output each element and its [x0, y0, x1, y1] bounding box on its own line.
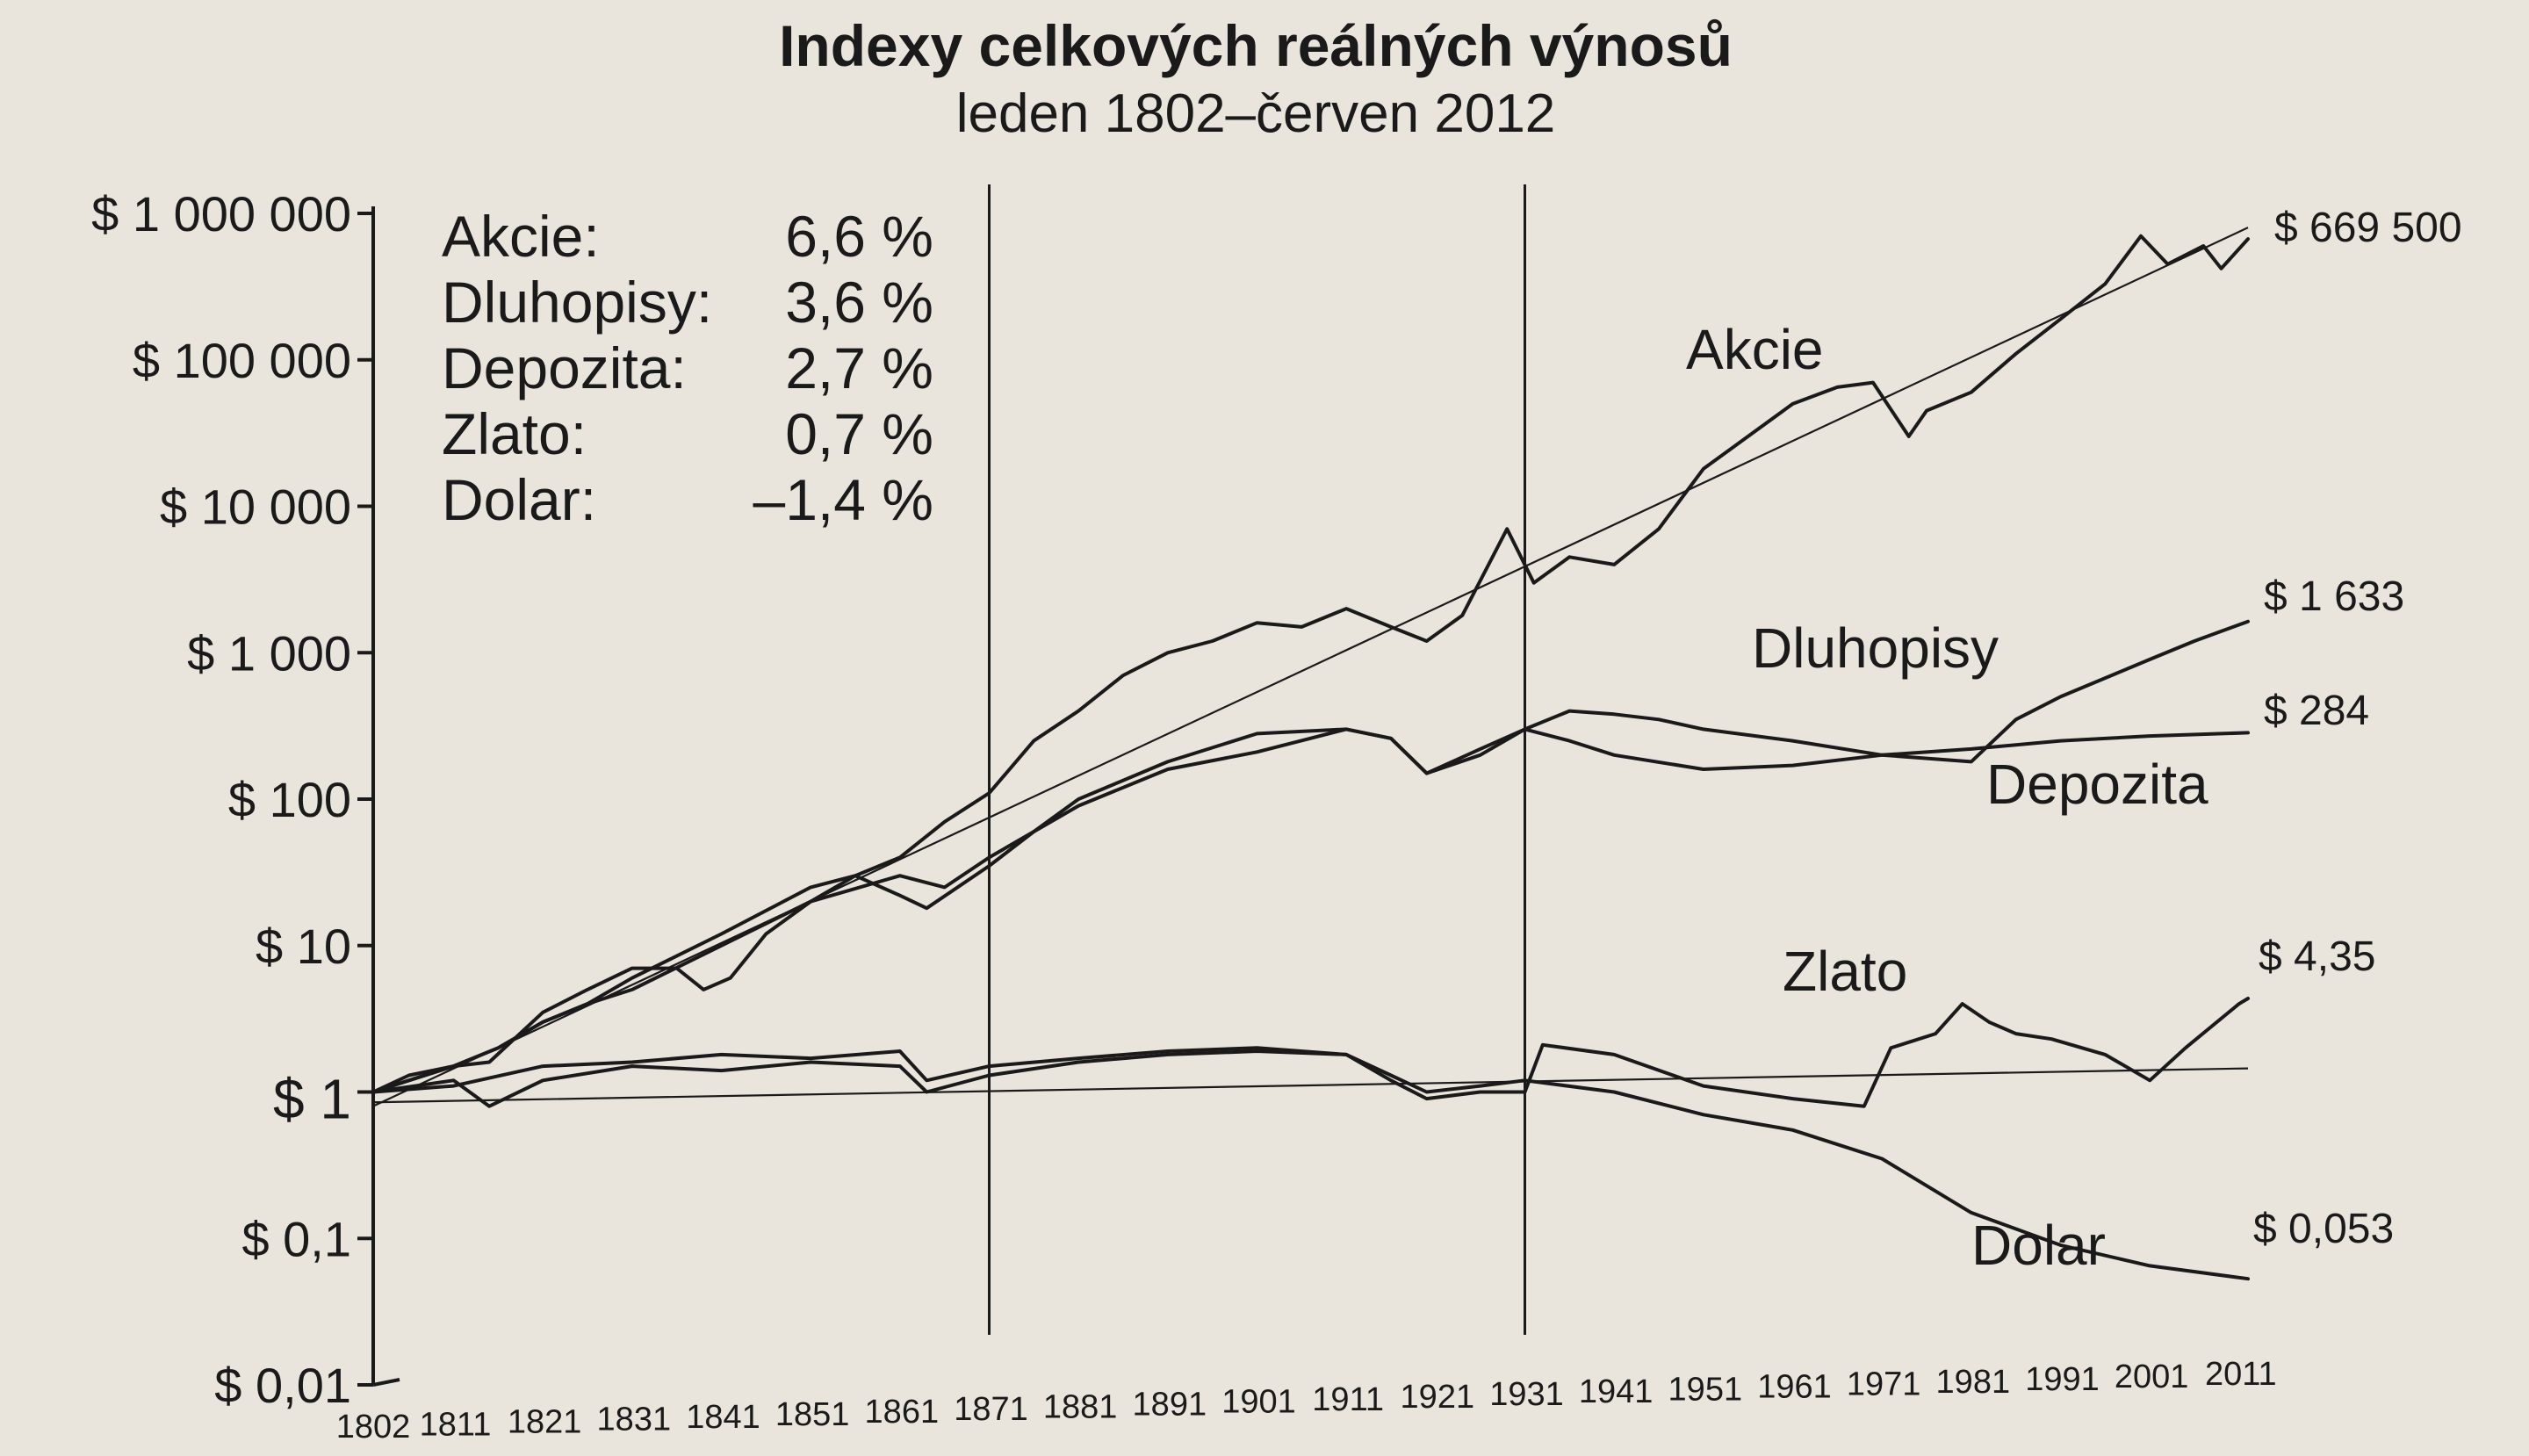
series-line-zlato: [371, 997, 2250, 1108]
chart-title: Indexy celkových reálných výnosů: [779, 13, 1733, 78]
legend-name: Zlato:: [442, 401, 587, 466]
x-tick-label: 1991: [2025, 1361, 2100, 1398]
y-tick-label: $ 10: [256, 919, 351, 974]
x-tick-label: 1841: [686, 1399, 760, 1436]
y-tick-label: $ 10 000: [160, 479, 351, 535]
x-tick-label: 1971: [1847, 1366, 1921, 1403]
y-axis: $ 0,01 $ 0,1 $ 1 $ 10 $ 100 $ 1 000 $ 10 000 $ …: [91, 186, 375, 1413]
x-tick-label: 1951: [1668, 1371, 1743, 1408]
chart-subtitle: leden 1802–červen 2012: [956, 83, 1556, 144]
series-label-depozita: Depozita: [1986, 753, 2208, 816]
end-value-depozita: $ 284: [2264, 688, 2369, 734]
x-tick-label: 1891: [1133, 1387, 1207, 1424]
x-tick-label: 1861: [865, 1394, 940, 1431]
legend-value: 2,7 %: [785, 335, 933, 400]
y-tick-label: $ 0,01: [214, 1358, 351, 1413]
legend-name: Dluhopisy:: [442, 270, 712, 335]
x-tick-label: 2011: [2205, 1356, 2277, 1393]
y-tick-label: $ 1: [273, 1068, 351, 1131]
trend-line-zlato: [372, 1067, 2249, 1104]
legend-name: Dolar:: [442, 467, 596, 532]
series-line-depozita: [371, 727, 2250, 1094]
x-tick-label: 1931: [1489, 1376, 1564, 1413]
series-label-zlato: Zlato: [1783, 940, 1907, 1003]
y-tick-label: $ 1 000 000: [91, 186, 351, 241]
trend-line-akcie: [372, 227, 2249, 1107]
legend: Akcie: 6,6 % Dluhopisy: 3,6 % Depozita: 2,7 %…: [442, 204, 933, 532]
x-tick-label: 1802: [336, 1409, 411, 1445]
x-axis-line: [372, 1378, 400, 1387]
legend-name: Akcie:: [442, 204, 600, 269]
period-divider-lines: [988, 184, 1526, 1335]
x-tick-label: 1981: [1936, 1364, 2011, 1401]
series-line-dolar: [371, 1046, 2250, 1281]
end-value-zlato: $ 4,35: [2259, 933, 2375, 980]
end-value-akcie: $ 669 500: [2274, 205, 2462, 251]
y-tick-label: $ 0,1: [241, 1211, 351, 1266]
y-tick-label: $ 1 000: [187, 625, 351, 681]
y-tick-label: $ 100 000: [133, 333, 351, 388]
series-labels: Akcie $ 669 500 Dluhopisy $ 1 633 Depozita $ …: [1686, 205, 2462, 1277]
x-tick-label: 1961: [1757, 1369, 1832, 1406]
end-value-dluhopisy: $ 1 633: [2264, 573, 2404, 620]
legend-value: –1,4 %: [753, 467, 933, 532]
x-tick-label: 1821: [508, 1404, 582, 1441]
series-label-dolar: Dolar: [1971, 1214, 2106, 1277]
series-line-dluhopisy: [371, 619, 2250, 1094]
y-tick-label: $ 100: [228, 772, 351, 827]
legend-value: 0,7 %: [785, 401, 933, 466]
legend-name: Depozita:: [442, 335, 687, 400]
x-tick-label: 1911: [1312, 1381, 1384, 1418]
x-tick-label: 1901: [1221, 1384, 1296, 1421]
x-tick-label: 1811: [420, 1406, 492, 1443]
x-tick-label: 1921: [1401, 1379, 1475, 1416]
series-lines: [371, 234, 2250, 1281]
x-tick-label: 1941: [1579, 1373, 1654, 1410]
series-line-akcie: [371, 234, 2250, 1094]
trend-lines: [372, 227, 2249, 1107]
x-tick-label: 1851: [775, 1396, 850, 1433]
end-value-dolar: $ 0,053: [2253, 1206, 2394, 1252]
x-tick-label: 1831: [597, 1402, 672, 1438]
x-tick-label: 2001: [2115, 1359, 2189, 1395]
series-label-dluhopisy: Dluhopisy: [1752, 616, 1999, 680]
legend-value: 6,6 %: [785, 204, 933, 269]
series-label-akcie: Akcie: [1686, 318, 1824, 381]
x-tick-label: 1871: [954, 1391, 1028, 1428]
legend-value: 3,6 %: [785, 270, 933, 335]
x-tick-label: 1881: [1043, 1388, 1118, 1425]
x-axis: 1802 1811 1821 1831 1841 1851 1861 1871 1881 1891…: [336, 1356, 2277, 1445]
